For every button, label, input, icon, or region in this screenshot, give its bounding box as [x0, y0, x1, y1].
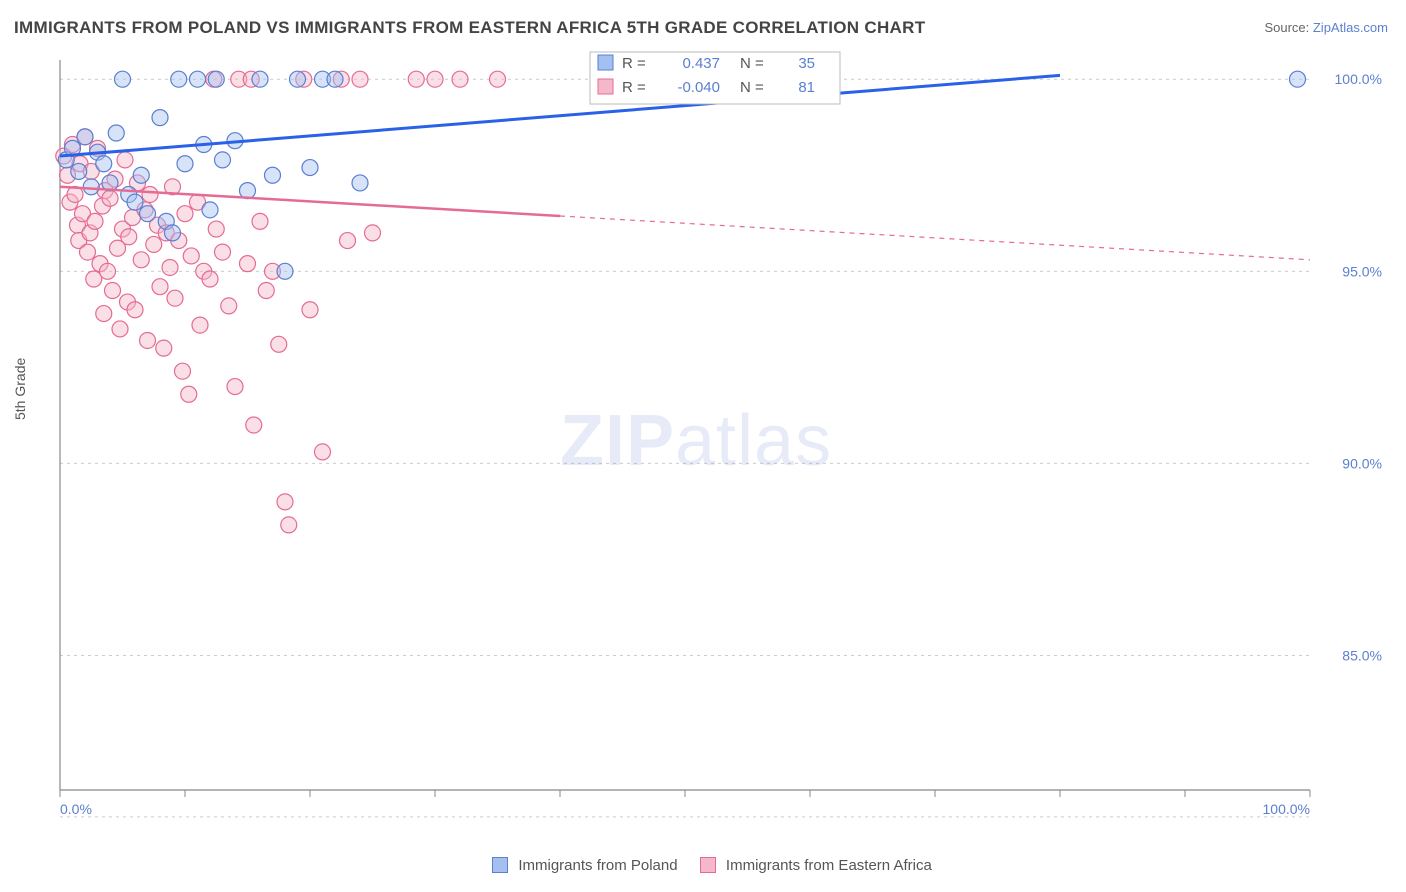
svg-text:N =: N =	[740, 55, 764, 72]
legend-label-2: Immigrants from Eastern Africa	[726, 857, 932, 874]
svg-text:-0.040: -0.040	[677, 79, 720, 96]
chart-title: IMMIGRANTS FROM POLAND VS IMMIGRANTS FRO…	[14, 18, 925, 38]
source-value: ZipAtlas.com	[1313, 20, 1388, 35]
svg-text:R =: R =	[622, 79, 646, 96]
svg-text:0.0%: 0.0%	[60, 801, 92, 817]
scatter-chart: 0.0% 100.0% 85.0% 90.0% 95.0% 100.0% R = 0.437 N…	[50, 50, 1390, 820]
svg-text:85.0%: 85.0%	[1342, 648, 1382, 664]
legend-label-1: Immigrants from Poland	[518, 857, 677, 874]
y-axis-label: 5th Grade	[12, 358, 28, 420]
source-line: Source: ZipAtlas.com	[1264, 20, 1388, 35]
legend-swatch-2	[700, 857, 716, 873]
svg-text:81: 81	[798, 79, 815, 96]
svg-text:95.0%: 95.0%	[1342, 263, 1382, 279]
svg-text:90.0%: 90.0%	[1342, 455, 1382, 471]
svg-text:N =: N =	[740, 79, 764, 96]
source-label: Source:	[1264, 20, 1312, 35]
svg-text:R =: R =	[622, 55, 646, 72]
svg-text:100.0%: 100.0%	[1263, 801, 1310, 817]
svg-text:35: 35	[798, 55, 815, 72]
legend-swatch-1	[492, 857, 508, 873]
svg-text:0.437: 0.437	[682, 55, 720, 72]
svg-text:100.0%: 100.0%	[1335, 71, 1382, 87]
legend-bottom: Immigrants from Poland Immigrants from E…	[0, 857, 1406, 874]
